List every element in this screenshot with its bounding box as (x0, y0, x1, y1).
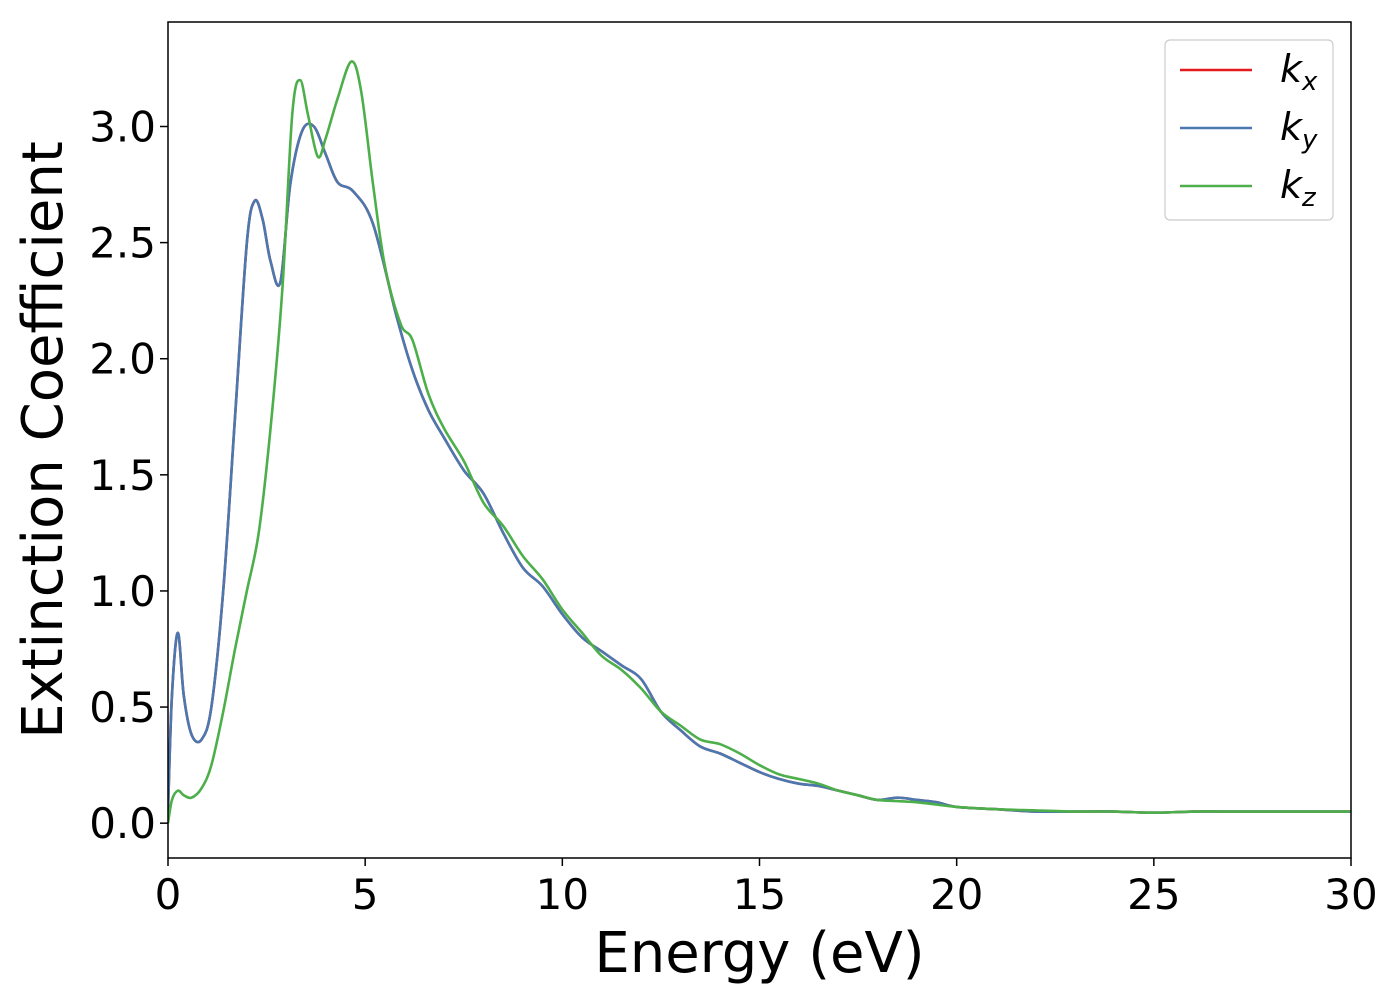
x-axis-ticks: 0 5 10 15 20 25 30 (155, 858, 1378, 919)
y-tick-label: 0.5 (89, 683, 156, 732)
x-tick-label: 15 (733, 870, 786, 919)
x-tick-label: 25 (1127, 870, 1180, 919)
y-axis-ticks: 0.0 0.5 1.0 1.5 2.0 2.5 3.0 (89, 103, 168, 848)
x-tick-label: 5 (352, 870, 379, 919)
legend-label-kz: kz (1280, 163, 1317, 213)
x-tick-label: 20 (930, 870, 983, 919)
x-tick-label: 30 (1324, 870, 1377, 919)
x-tick-label: 10 (536, 870, 589, 919)
y-tick-label: 3.0 (89, 103, 156, 152)
y-tick-label: 0.0 (89, 799, 156, 848)
y-tick-label: 2.0 (89, 335, 156, 384)
series-line-ky (168, 122, 1351, 815)
legend-label-kx: kx (1280, 47, 1318, 97)
legend-label-ky: ky (1280, 105, 1318, 155)
x-axis-label: Energy (eV) (594, 921, 924, 986)
series-line-kx (168, 122, 1351, 815)
y-axis-label: Extinction Coefficient (11, 141, 76, 739)
series-line-kz (168, 60, 1351, 824)
series-layer (168, 60, 1351, 824)
y-tick-label: 1.0 (89, 567, 156, 616)
x-tick-label: 0 (155, 870, 182, 919)
y-tick-label: 1.5 (89, 451, 156, 500)
legend: kx ky kz (1164, 39, 1334, 221)
legend-box (1164, 39, 1334, 221)
y-tick-label: 2.5 (89, 219, 156, 268)
